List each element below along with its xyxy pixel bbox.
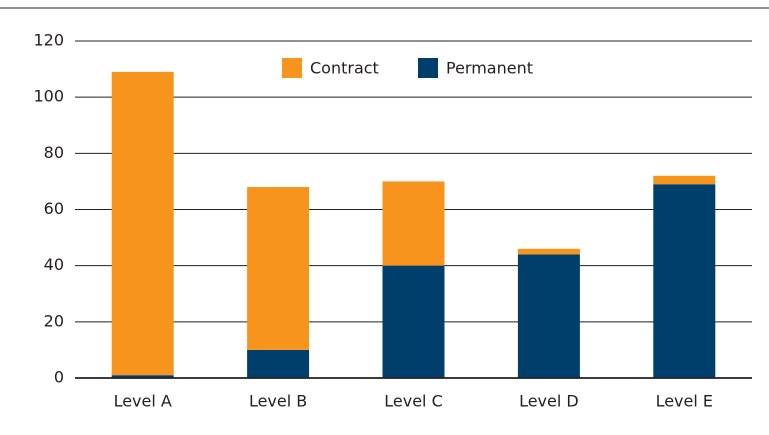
y-tick-label: 100 — [33, 87, 64, 106]
legend-swatch — [418, 58, 438, 78]
y-tick-label: 0 — [54, 368, 64, 387]
y-tick-label: 40 — [44, 255, 64, 274]
y-tick-label: 120 — [33, 31, 64, 50]
legend-label: Permanent — [446, 59, 533, 78]
y-tick-label: 60 — [44, 199, 64, 218]
bar-segment — [247, 187, 310, 350]
x-tick-label: Level E — [656, 392, 713, 411]
bar-segment — [517, 254, 580, 378]
legend-swatch — [282, 58, 302, 78]
bar-segment — [247, 349, 310, 378]
bar-segment — [653, 184, 716, 378]
bar-segment — [653, 175, 716, 185]
bar-segment — [517, 248, 580, 255]
y-tick-label: 80 — [44, 143, 64, 162]
bar-segment — [111, 375, 174, 378]
y-tick-label: 20 — [44, 311, 64, 330]
x-tick-label: Level A — [114, 392, 172, 411]
legend-label: Contract — [310, 59, 379, 78]
x-tick-label: Level D — [519, 392, 579, 411]
bar-segment — [111, 71, 174, 376]
x-tick-label: Level B — [249, 392, 307, 411]
bar-segment — [382, 265, 445, 378]
x-tick-label: Level C — [384, 392, 443, 411]
bar-segment — [382, 181, 445, 266]
